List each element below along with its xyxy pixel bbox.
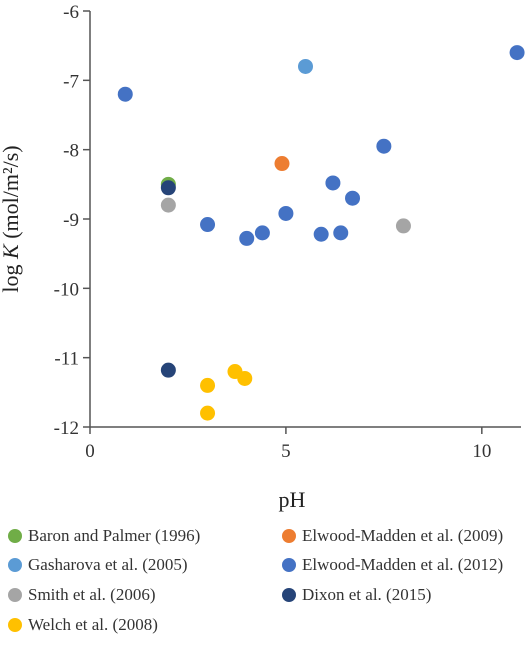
data-point (376, 139, 391, 154)
y-axis-title-prefix: log (0, 259, 23, 293)
tick-labels: -6 -7 -8 -9 -10 -11 -12 0 5 10 (54, 2, 492, 462)
y-axis-title-variable: K (0, 243, 23, 260)
legend-item: Elwood-Madden et al. (2009) (282, 526, 503, 546)
legend-label: Smith et al. (2006) (28, 585, 155, 605)
data-point (396, 218, 411, 233)
legend-label: Dixon et al. (2015) (302, 585, 431, 605)
y-tick-label: -9 (63, 210, 79, 231)
legend-label: Elwood-Madden et al. (2012) (302, 555, 503, 575)
data-point (161, 363, 176, 378)
y-axis-title-unit: (mol/m²/s) (0, 145, 23, 244)
data-point (314, 227, 329, 242)
y-tick-label: -10 (54, 279, 79, 300)
legend-item: Dixon et al. (2015) (282, 585, 431, 605)
data-point (345, 191, 360, 206)
legend-marker-icon (8, 558, 22, 572)
data-point (200, 378, 215, 393)
chart-legend: Baron and Palmer (1996) Elwood-Madden et … (0, 526, 532, 654)
legend-label: Baron and Palmer (1996) (28, 526, 200, 546)
data-point (298, 59, 313, 74)
data-point (510, 45, 525, 60)
x-tick-label: 0 (85, 441, 95, 462)
legend-marker-icon (8, 618, 22, 632)
data-point (255, 225, 270, 240)
y-tick-label: -12 (54, 418, 79, 439)
legend-marker-icon (282, 558, 296, 572)
data-point (239, 231, 254, 246)
legend-item: Elwood-Madden et al. (2012) (282, 555, 503, 575)
y-tick-label: -8 (63, 141, 79, 162)
data-point (200, 406, 215, 421)
data-point (278, 206, 293, 221)
legend-marker-icon (282, 529, 296, 543)
legend-marker-icon (8, 529, 22, 543)
data-point (274, 156, 289, 171)
legend-item: Welch et al. (2008) (8, 615, 158, 635)
legend-label: Elwood-Madden et al. (2009) (302, 526, 503, 546)
y-tick-label: -6 (63, 2, 79, 23)
y-tick-label: -11 (54, 349, 79, 370)
data-point (333, 225, 348, 240)
legend-label: Gasharova et al. (2005) (28, 555, 188, 575)
data-point (325, 175, 340, 190)
data-points (118, 45, 525, 421)
legend-item: Baron and Palmer (1996) (8, 526, 200, 546)
x-tick-label: 10 (472, 441, 491, 462)
legend-item: Gasharova et al. (2005) (8, 555, 188, 575)
data-point (118, 87, 133, 102)
data-point (200, 217, 215, 232)
y-axis-title: log K (mol/m²/s) (0, 145, 23, 292)
axes (83, 11, 521, 434)
x-tick-label: 5 (281, 441, 291, 462)
data-point (161, 198, 176, 213)
x-axis-title: pH (279, 487, 306, 512)
legend-marker-icon (8, 588, 22, 602)
scatter-chart: -6 -7 -8 -9 -10 -11 -12 0 5 10 pH log K (mol/m²/s… (0, 0, 532, 526)
legend-label: Welch et al. (2008) (28, 615, 158, 635)
data-point (237, 371, 252, 386)
y-tick-label: -7 (63, 71, 79, 92)
data-point (161, 180, 176, 195)
legend-item: Smith et al. (2006) (8, 585, 155, 605)
legend-marker-icon (282, 588, 296, 602)
